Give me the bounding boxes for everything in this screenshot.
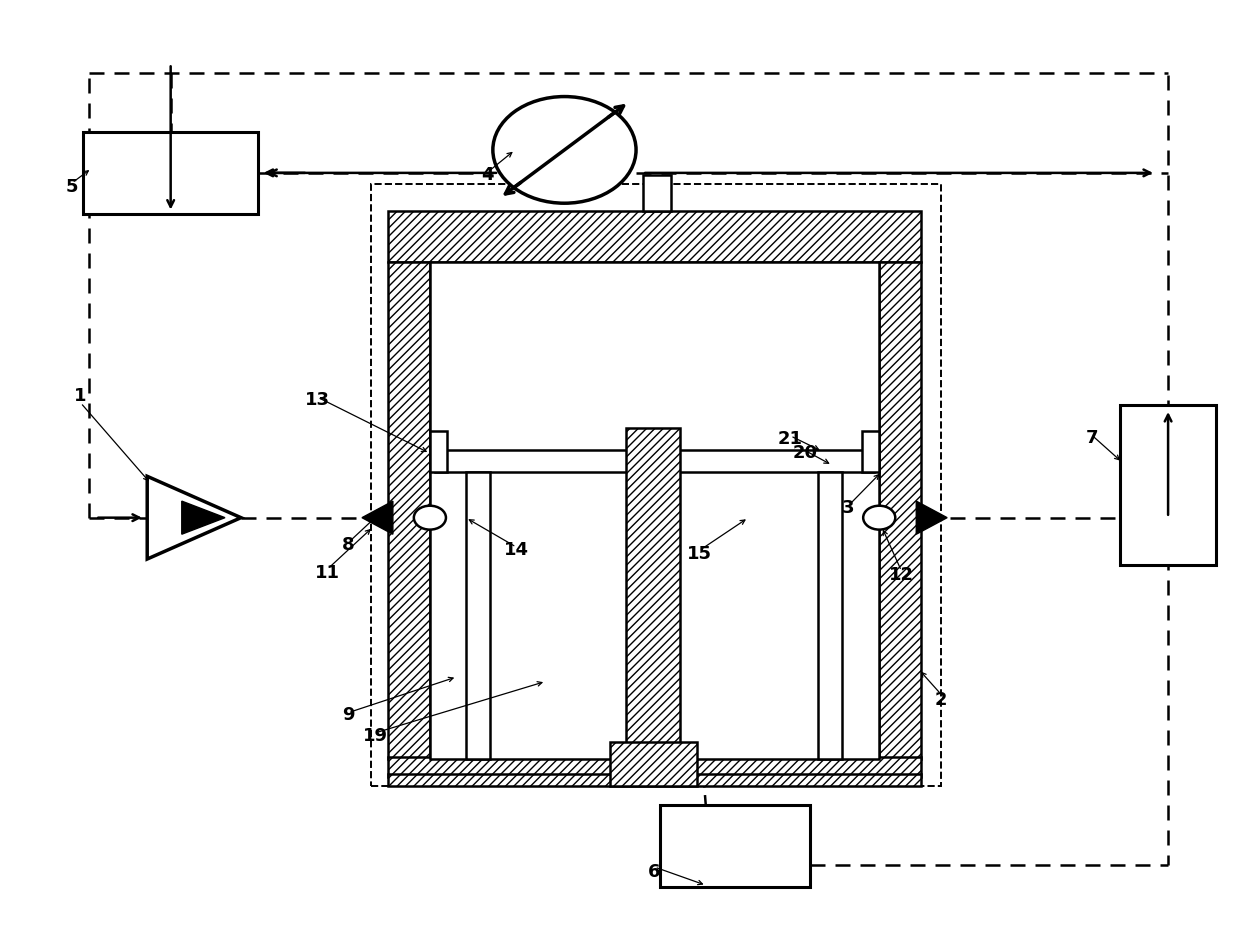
Polygon shape — [362, 501, 393, 535]
Text: 2: 2 — [935, 691, 947, 709]
Circle shape — [492, 96, 636, 204]
Text: 9: 9 — [342, 707, 355, 724]
Text: 3: 3 — [842, 500, 854, 517]
Bar — [435, 450, 874, 472]
Bar — [660, 805, 810, 887]
Circle shape — [863, 506, 895, 530]
Polygon shape — [148, 476, 241, 559]
Bar — [862, 431, 879, 472]
Bar — [644, 175, 671, 212]
Text: 21: 21 — [777, 429, 802, 448]
Bar — [430, 262, 879, 758]
Text: 4: 4 — [481, 166, 495, 184]
Text: 8: 8 — [342, 536, 355, 554]
Circle shape — [414, 506, 446, 530]
Text: 11: 11 — [315, 564, 340, 582]
Text: 5: 5 — [66, 178, 78, 196]
Bar — [817, 472, 842, 758]
Bar — [626, 427, 681, 758]
Bar — [610, 742, 697, 786]
Bar — [388, 774, 921, 786]
Polygon shape — [916, 501, 947, 535]
Bar — [879, 262, 921, 758]
Bar — [466, 472, 490, 758]
Text: 14: 14 — [503, 541, 528, 559]
Polygon shape — [182, 501, 224, 535]
Text: 7: 7 — [1085, 428, 1097, 447]
Text: 12: 12 — [889, 566, 914, 584]
Bar — [83, 131, 258, 215]
Text: 6: 6 — [649, 863, 661, 881]
Text: 13: 13 — [305, 391, 330, 409]
Bar — [371, 184, 941, 786]
Bar — [1120, 404, 1216, 565]
Bar — [388, 212, 921, 262]
Text: 19: 19 — [363, 727, 388, 746]
Text: 1: 1 — [74, 388, 87, 405]
Text: 20: 20 — [792, 444, 817, 462]
Text: 15: 15 — [687, 545, 712, 562]
Bar — [430, 431, 448, 472]
Bar — [388, 262, 430, 758]
Bar — [388, 757, 921, 777]
